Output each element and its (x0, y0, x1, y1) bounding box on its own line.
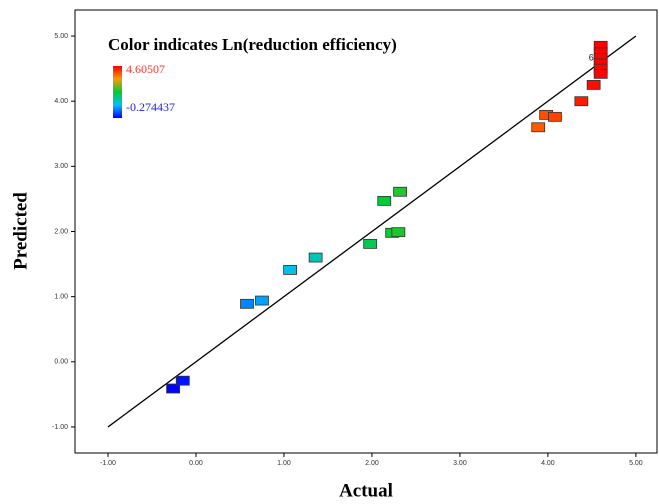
data-point (377, 195, 392, 206)
data-point (255, 295, 269, 306)
data-point (175, 375, 190, 386)
data-point (531, 122, 546, 133)
data-point (363, 238, 378, 249)
y-tick-label: 4.00 (54, 98, 68, 105)
data-point (548, 111, 562, 122)
data-point (240, 298, 254, 309)
x-tick-label: 4.00 (541, 460, 555, 467)
fit-line (107, 35, 637, 428)
data-point (391, 227, 406, 238)
x-tick-label: 2.00 (365, 460, 379, 467)
x-tick-label: 3.00 (453, 460, 467, 467)
y-tick-label: -1.00 (52, 424, 68, 431)
colorbar (113, 66, 122, 118)
y-tick-label: 5.00 (54, 33, 68, 40)
chart-title: Color indicates Ln(reduction efficiency) (108, 35, 397, 54)
x-tick-label: 0.00 (189, 460, 203, 467)
y-tick-label: 2.00 (54, 228, 68, 235)
data-point (308, 252, 323, 263)
y-axis-label: Predicted (10, 192, 31, 270)
y-tick-label: 1.00 (54, 293, 68, 300)
y-tick-label: 0.00 (54, 359, 68, 366)
x-tick-label: 5.00 (629, 460, 643, 467)
data-point (586, 80, 601, 90)
data-point (593, 68, 608, 79)
x-tick-label: -1.00 (100, 460, 116, 467)
x-tick-label: 1.00 (277, 460, 291, 467)
colorbar-min-label: -0.274437 (126, 100, 175, 114)
x-axis-label: Actual (339, 480, 393, 501)
data-point (166, 383, 180, 394)
data-point (574, 96, 589, 107)
colorbar-max-label: 4.60507 (126, 62, 165, 76)
point-count-annotation: 6 (589, 53, 594, 63)
y-tick-label: 3.00 (54, 163, 68, 170)
data-point (283, 265, 298, 275)
data-point (393, 186, 407, 197)
